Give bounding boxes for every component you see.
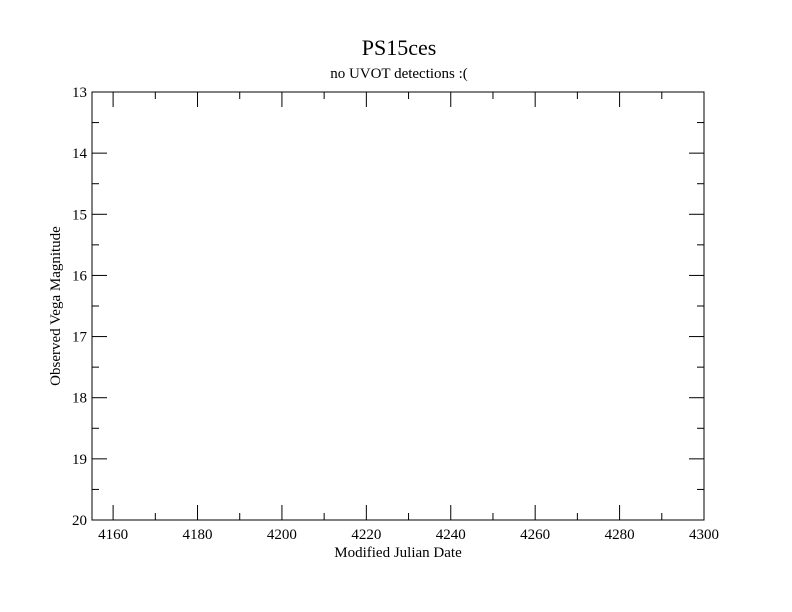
y-tick-label: 15	[72, 207, 87, 223]
y-tick-label: 20	[72, 513, 87, 529]
x-tick-label: 4260	[520, 527, 550, 543]
y-tick-label: 18	[72, 391, 87, 407]
chart-subtitle: no UVOT detections :(	[330, 66, 468, 82]
x-tick-label: 4200	[267, 527, 297, 543]
x-tick-label: 4240	[436, 527, 466, 543]
chart-title: PS15ces	[362, 35, 437, 60]
x-tick-label: 4220	[351, 527, 381, 543]
y-tick-label: 16	[72, 268, 88, 284]
y-tick-labels: 13 14 15 16 17 18 19 20	[72, 85, 88, 529]
y-axis-label: Observed Vega Magnitude	[48, 226, 64, 386]
x-axis-label: Modified Julian Date	[334, 545, 462, 561]
x-tick-label: 4180	[183, 527, 213, 543]
y-tick-label: 13	[72, 85, 87, 101]
y-tick-label: 19	[72, 452, 87, 468]
y-tick-label: 17	[72, 330, 88, 346]
plot-frame	[91, 91, 705, 521]
x-tick-labels: 4160 4180 4200 4220 4240 4260 4280 4300	[98, 527, 719, 543]
x-tick-label: 4300	[689, 527, 719, 543]
x-tick-label: 4160	[98, 527, 128, 543]
x-tick-label: 4280	[605, 527, 635, 543]
y-tick-label: 14	[72, 146, 88, 162]
axis-ticks	[92, 91, 705, 521]
